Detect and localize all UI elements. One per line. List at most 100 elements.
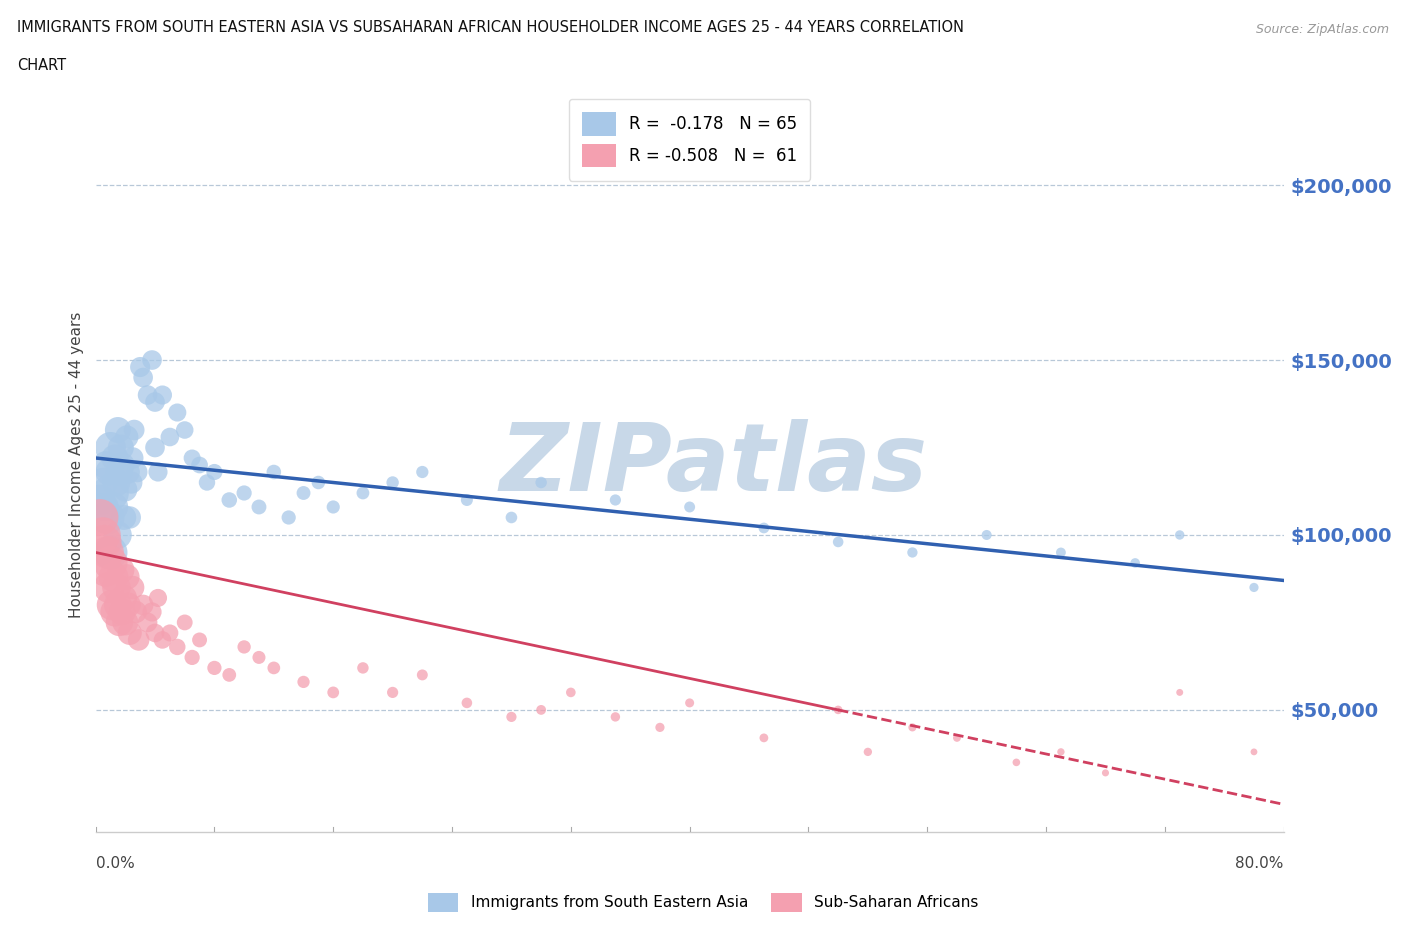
Point [105, 580, 128, 595]
Point [976, 527, 998, 542]
Point [121, 450, 143, 465]
Point [195, 475, 218, 490]
Point [104, 450, 127, 465]
Point [263, 660, 285, 675]
Point [132, 597, 155, 612]
Point [752, 521, 775, 536]
Point [605, 710, 627, 724]
Point [89, 510, 111, 525]
Point [1050, 744, 1073, 759]
Point [114, 482, 136, 497]
Point [105, 475, 128, 490]
Text: 80.0%: 80.0% [1236, 856, 1284, 870]
Point [143, 440, 166, 455]
Point [946, 730, 969, 745]
Point [856, 744, 879, 759]
Point [352, 660, 374, 675]
Point [121, 580, 143, 595]
Point [100, 440, 122, 455]
Point [108, 465, 131, 480]
Point [218, 493, 240, 508]
Point [98, 465, 121, 480]
Point [103, 569, 125, 584]
Point [96, 510, 118, 525]
Point [117, 597, 139, 612]
Point [128, 632, 150, 647]
Point [159, 626, 181, 641]
Point [1243, 580, 1265, 595]
Point [752, 730, 775, 745]
Point [111, 604, 134, 619]
Point [98, 580, 121, 595]
Point [530, 475, 553, 490]
Point [115, 569, 138, 584]
Point [122, 422, 145, 437]
Point [218, 668, 240, 683]
Point [292, 485, 315, 500]
Text: Source: ZipAtlas.com: Source: ZipAtlas.com [1256, 23, 1389, 36]
Point [141, 352, 163, 367]
Point [307, 475, 329, 490]
Point [381, 475, 404, 490]
Point [152, 632, 174, 647]
Point [1005, 755, 1028, 770]
Point [107, 527, 129, 542]
Point [263, 465, 285, 480]
Point [166, 405, 188, 420]
Point [411, 668, 433, 683]
Point [143, 626, 166, 641]
Point [322, 499, 344, 514]
Point [1168, 527, 1191, 542]
Point [146, 591, 169, 605]
Point [112, 591, 135, 605]
Point [501, 510, 523, 525]
Point [679, 499, 702, 514]
Point [103, 499, 125, 514]
Point [125, 604, 148, 619]
Text: IMMIGRANTS FROM SOUTH EASTERN ASIA VS SUBSAHARAN AFRICAN HOUSEHOLDER INCOME AGES: IMMIGRANTS FROM SOUTH EASTERN ASIA VS SU… [17, 20, 965, 35]
Point [233, 640, 256, 655]
Point [277, 510, 299, 525]
Point [166, 640, 188, 655]
Point [136, 388, 159, 403]
Point [120, 475, 142, 490]
Legend: R =  -0.178   N = 65, R = -0.508   N =  61: R = -0.178 N = 65, R = -0.508 N = 61 [569, 99, 810, 180]
Point [111, 458, 134, 472]
Point [204, 660, 226, 675]
Point [114, 615, 136, 630]
Point [152, 388, 174, 403]
Y-axis label: Householder Income Ages 25 - 44 years: Householder Income Ages 25 - 44 years [69, 312, 84, 618]
Point [648, 720, 671, 735]
Point [127, 465, 149, 480]
Point [381, 685, 404, 700]
Point [117, 465, 139, 480]
Point [411, 465, 433, 480]
Point [129, 360, 152, 375]
Point [901, 720, 924, 735]
Point [827, 702, 849, 717]
Point [181, 650, 204, 665]
Point [456, 696, 478, 711]
Point [94, 563, 117, 578]
Point [181, 450, 204, 465]
Text: ZIPatlas: ZIPatlas [499, 419, 928, 511]
Point [110, 563, 132, 578]
Point [247, 499, 270, 514]
Point [108, 615, 131, 630]
Point [115, 430, 138, 445]
Point [173, 615, 195, 630]
Point [104, 604, 127, 619]
Point [1094, 765, 1116, 780]
Point [91, 475, 114, 490]
Point [141, 604, 163, 619]
Point [110, 440, 132, 455]
Point [118, 510, 141, 525]
Point [143, 394, 166, 409]
Point [188, 632, 211, 647]
Text: CHART: CHART [17, 58, 66, 73]
Point [1123, 555, 1146, 570]
Point [93, 499, 115, 514]
Point [322, 685, 344, 700]
Point [91, 527, 114, 542]
Point [112, 510, 135, 525]
